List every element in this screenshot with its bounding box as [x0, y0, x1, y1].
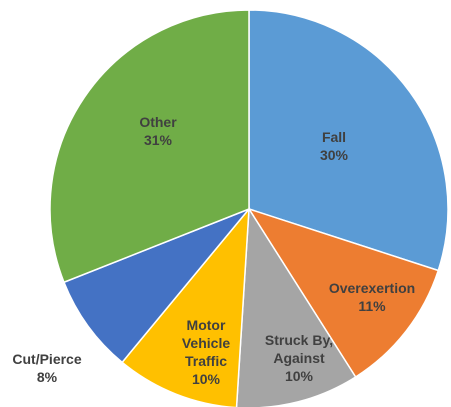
slice-value: 10%: [284, 368, 314, 384]
slice-value: 8%: [36, 369, 58, 385]
slice-name: Cut/Pierce: [12, 351, 82, 367]
pie-slice: [235, 206, 357, 407]
slice-value: 30%: [319, 147, 349, 163]
slice-name: Other: [139, 114, 177, 130]
slice-label: Motor Vehicle Traffic 10%: [171, 316, 241, 388]
slice-label: Cut/Pierce 8%: [2, 350, 92, 386]
slice-label: Other 31%: [113, 113, 203, 149]
pie-slice: [248, 9, 449, 272]
slice-label: Struck By, Against 10%: [254, 331, 344, 385]
slice-name: Struck By, Against: [264, 332, 334, 366]
slice-name: Motor Vehicle Traffic: [181, 317, 231, 369]
slice-label: Fall 30%: [289, 128, 379, 164]
pie-slice: [63, 208, 250, 364]
slice-name: Overexertion: [328, 280, 416, 296]
slice-label: Overexertion 11%: [317, 279, 427, 315]
slice-value: 10%: [191, 371, 221, 387]
slice-name: Fall: [321, 129, 347, 145]
pie-slice: [121, 206, 250, 407]
slice-value: 11%: [358, 298, 386, 314]
pie-slice: [247, 207, 440, 379]
slice-value: 31%: [143, 132, 173, 148]
pie-slice: [49, 9, 250, 284]
